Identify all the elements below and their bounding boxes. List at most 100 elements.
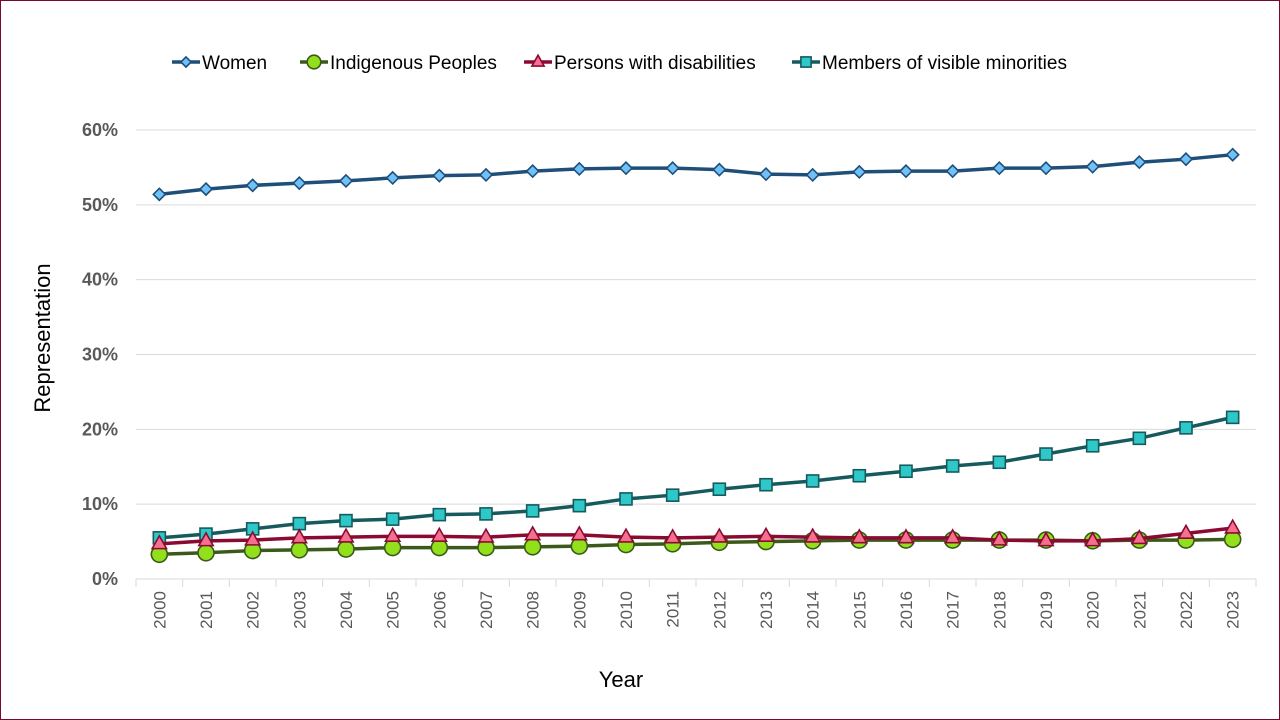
- data-point-indigenous-peoples: [383, 538, 402, 557]
- data-point-persons-with-disabilities: [290, 528, 308, 544]
- data-point-persons-with-disabilities: [1037, 531, 1055, 547]
- x-tick-label: 2011: [664, 591, 683, 628]
- data-point-women: [805, 167, 820, 183]
- data-point-persons-with-disabilities: [850, 528, 868, 544]
- legend-item-women: Women: [172, 53, 267, 74]
- data-point-persons-with-disabilities: [244, 530, 262, 546]
- data-point-members-of-visible-minorities: [1085, 438, 1100, 453]
- data-point-indigenous-peoples: [1223, 530, 1242, 549]
- legend-label: Indigenous Peoples: [330, 53, 497, 74]
- data-point-persons-with-disabilities: [617, 527, 635, 543]
- data-point-women: [152, 187, 167, 202]
- data-point-women: [292, 176, 307, 191]
- data-point-persons-with-disabilities: [664, 528, 682, 544]
- data-point-women: [198, 181, 214, 197]
- x-tick-label: 2001: [197, 591, 216, 629]
- y-tick-label: 10%: [82, 494, 118, 514]
- data-point-women: [1038, 161, 1054, 176]
- y-tick-label: 50%: [82, 195, 118, 215]
- data-point-women: [712, 162, 727, 177]
- data-point-members-of-visible-minorities: [899, 464, 913, 479]
- data-point-indigenous-peoples: [430, 538, 449, 557]
- legend-label: Members of visible minorities: [822, 53, 1067, 74]
- data-point-persons-with-disabilities: [990, 530, 1008, 546]
- x-axis-title: Year: [599, 667, 643, 692]
- data-point-persons-with-disabilities: [944, 528, 962, 544]
- legend-label: Women: [202, 53, 267, 74]
- data-point-persons-with-disabilities: [384, 526, 402, 542]
- data-point-persons-with-disabilities: [477, 527, 495, 543]
- x-axis: 2000 2001 2002 2003 2004 2005 2006 2007 2008 2009…: [135, 578, 1257, 629]
- data-point-members-of-visible-minorities: [479, 507, 493, 521]
- data-point-members-of-visible-minorities: [572, 498, 587, 513]
- data-point-women: [945, 164, 960, 179]
- x-tick-label: 2005: [384, 591, 403, 629]
- data-point-persons-with-disabilities: [1084, 531, 1102, 547]
- data-point-indigenous-peoples: [570, 537, 589, 555]
- data-point-women: [852, 164, 867, 180]
- data-point-members-of-visible-minorities: [292, 516, 307, 531]
- data-point-women: [1085, 159, 1100, 174]
- x-tick-label: 2019: [1037, 591, 1056, 629]
- data-point-women: [572, 161, 587, 177]
- data-point-persons-with-disabilities: [757, 526, 775, 542]
- data-point-members-of-visible-minorities: [805, 474, 820, 488]
- data-point-members-of-visible-minorities: [1179, 421, 1193, 435]
- series-line-women: [159, 152, 1233, 197]
- data-point-indigenous-peoples: [197, 544, 215, 562]
- data-point-women: [525, 164, 540, 179]
- data-point-members-of-visible-minorities: [712, 482, 727, 497]
- data-point-members-of-visible-minorities: [432, 507, 447, 522]
- data-point-members-of-visible-minorities: [992, 455, 1007, 470]
- data-point-members-of-visible-minorities: [1225, 410, 1240, 425]
- x-tick-label: 2018: [990, 591, 1009, 629]
- data-point-indigenous-peoples: [290, 541, 309, 559]
- y-tick-label: 40%: [82, 270, 118, 290]
- data-point-persons-with-disabilities: [1177, 523, 1195, 539]
- data-point-members-of-visible-minorities: [945, 459, 960, 473]
- data-point-persons-with-disabilities: [804, 527, 822, 543]
- data-point-members-of-visible-minorities: [852, 468, 867, 483]
- series-women: [152, 147, 1240, 202]
- x-tick-label: 2013: [757, 591, 776, 629]
- data-point-members-of-visible-minorities: [1039, 447, 1053, 461]
- data-point-members-of-visible-minorities: [619, 492, 633, 506]
- x-tick-label: 2014: [804, 591, 823, 629]
- y-tick-label: 20%: [82, 419, 118, 439]
- data-point-persons-with-disabilities: [337, 527, 355, 543]
- data-point-indigenous-peoples: [523, 538, 542, 556]
- data-point-persons-with-disabilities: [524, 525, 542, 541]
- data-point-persons-with-disabilities: [1130, 528, 1148, 545]
- data-point-members-of-visible-minorities: [759, 477, 773, 492]
- series-line-persons-with-disabilities: [159, 526, 1233, 546]
- x-tick-label: 2004: [337, 591, 356, 629]
- data-point-persons-with-disabilities: [1224, 518, 1242, 534]
- x-tick-label: 2020: [1084, 591, 1103, 629]
- x-tick-label: 2010: [617, 591, 636, 629]
- x-tick-label: 2008: [524, 591, 543, 629]
- x-tick-label: 2022: [1177, 591, 1196, 629]
- x-tick-label: 2015: [850, 591, 869, 629]
- x-tick-label: 2002: [244, 591, 263, 629]
- x-tick-label: 2000: [150, 591, 169, 629]
- data-point-women: [665, 161, 680, 176]
- data-point-indigenous-peoples: [337, 540, 355, 558]
- data-point-persons-with-disabilities: [430, 526, 448, 542]
- data-point-members-of-visible-minorities: [1132, 431, 1147, 446]
- data-point-women: [992, 161, 1007, 176]
- data-point-persons-with-disabilities: [897, 528, 915, 544]
- data-point-women: [385, 170, 400, 186]
- x-tick-label: 2006: [430, 591, 449, 629]
- series-line-members-of-visible-minorities: [159, 415, 1234, 540]
- legend: Women Indigenous Peoples Persons with disa…: [172, 53, 1067, 74]
- legend-item-indigenous-peoples: Indigenous Peoples: [300, 53, 497, 74]
- y-axis-ticks: 0% 10% 20% 30% 40% 50% 60%: [82, 120, 118, 589]
- legend-item-persons-with-disabilities: Persons with disabilities: [524, 53, 756, 74]
- data-point-women: [1132, 155, 1147, 170]
- data-point-women: [338, 173, 354, 189]
- y-tick-label: 30%: [82, 345, 118, 365]
- data-point-persons-with-disabilities: [150, 534, 168, 550]
- data-point-women: [432, 168, 447, 183]
- data-point-persons-with-disabilities: [710, 527, 728, 543]
- series-persons-with-disabilities: [150, 518, 1242, 550]
